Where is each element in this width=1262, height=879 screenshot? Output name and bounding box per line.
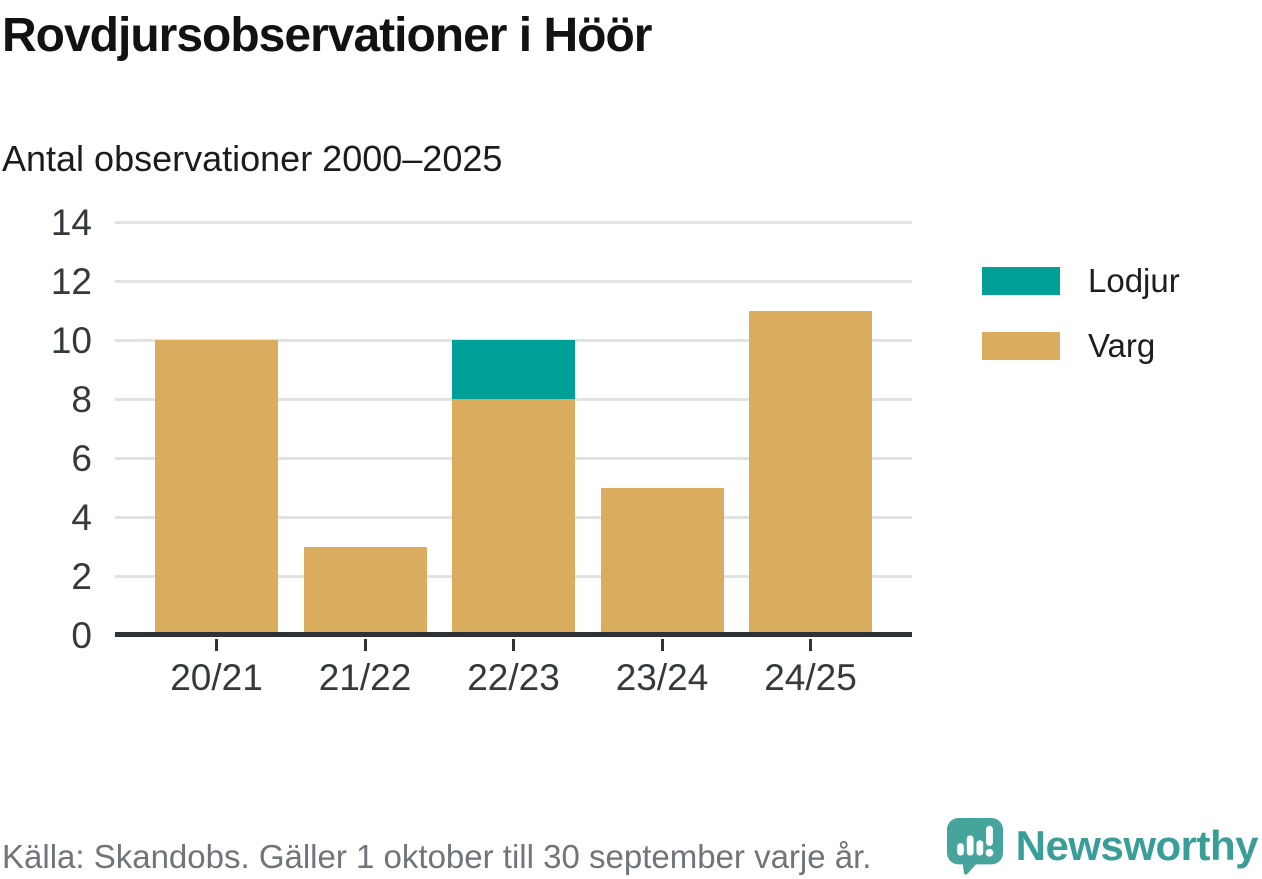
legend-swatch-lodjur [982,267,1060,295]
bar-segment-varg [155,340,278,635]
y-axis-label: 8 [71,379,92,420]
bar-segment-varg [452,399,575,635]
legend-label: Lodjur [1088,262,1180,299]
gridline [115,220,912,224]
x-axis-tick [809,639,812,651]
x-axis-label: 23/24 [615,657,709,698]
chart-subtitle: Antal observationer 2000–2025 [2,138,503,179]
y-axis-label: 12 [50,261,92,302]
y-axis-label: 2 [71,556,92,597]
bar-segment-varg [749,310,872,635]
y-axis-label: 0 [71,615,92,656]
plot-area [115,220,912,635]
gridline [115,279,912,283]
x-axis-label: 20/21 [170,657,263,698]
legend-label: Varg [1088,327,1156,364]
y-axis-label: 6 [71,438,92,479]
x-axis-line [115,632,912,637]
logo-speech-bubble-icon [946,817,1003,875]
y-axis-label: 10 [50,320,92,361]
x-axis-label: 21/22 [318,657,412,698]
legend-item-varg: Varg [982,327,1180,365]
newsworthy-logo: Newsworthy [946,817,1259,875]
bar-segment-varg [600,487,724,635]
legend-item-lodjur: Lodjur [982,262,1180,300]
x-axis-tick [512,639,515,651]
logo-wordmark: Newsworthy [1015,822,1259,869]
x-axis-tick [215,639,218,651]
x-axis-label: 22/23 [467,657,560,698]
x-axis-tick [363,639,367,651]
bar-group-21-22 [303,546,427,635]
source-note: Källa: Skandobs. Gäller 1 oktober till 3… [2,838,872,875]
bar-group-20-21 [155,340,278,635]
x-axis-label: 24/25 [764,657,857,698]
y-axis-label: 14 [50,202,92,243]
bars-row [115,222,912,635]
legend: Lodjur Varg [982,262,1180,365]
chart-title: Rovdjursobservationer i Höör [2,9,652,62]
x-axis-tick [660,639,664,651]
bar-group-23-24 [600,487,724,635]
bar-group-24-25 [749,310,872,635]
legend-swatch-varg [982,332,1060,360]
bar-segment-lodjur [452,340,575,399]
bar-group-22-23 [452,340,575,635]
bar-segment-varg [303,546,427,635]
y-axis-label: 4 [71,497,92,538]
